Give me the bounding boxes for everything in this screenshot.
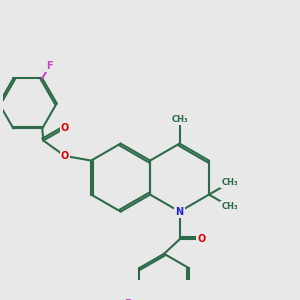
Text: CH₃: CH₃	[221, 178, 238, 187]
Text: O: O	[61, 151, 69, 161]
Text: N: N	[176, 207, 184, 217]
Text: F: F	[124, 299, 130, 300]
Text: O: O	[197, 234, 205, 244]
Text: F: F	[46, 61, 52, 71]
Text: O: O	[61, 123, 69, 133]
Text: CH₃: CH₃	[171, 115, 188, 124]
Text: CH₃: CH₃	[221, 202, 238, 211]
